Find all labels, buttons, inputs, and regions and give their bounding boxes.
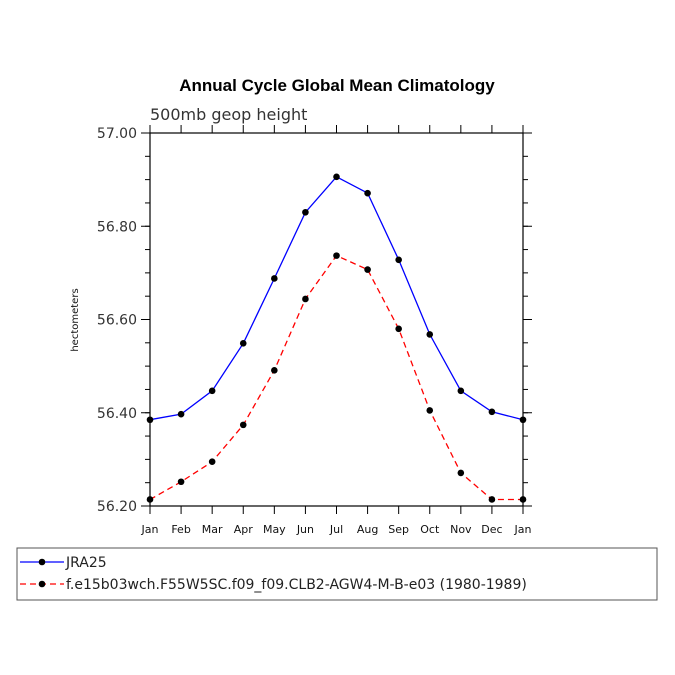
- y-tick-label: 56.20: [97, 499, 137, 515]
- data-point: [239, 421, 247, 429]
- plot-frame: [149, 132, 524, 507]
- data-point: [302, 295, 309, 303]
- x-tick-label: Sep: [388, 523, 409, 536]
- series-layer: [146, 173, 527, 503]
- data-point: [271, 275, 278, 282]
- x-tick-label: Dec: [481, 523, 502, 536]
- data-point: [519, 416, 527, 424]
- legend: JRA25 f.e15b03wch.F55W5SC.f09_f09.CLB2-AG…: [16, 547, 658, 601]
- y-tick-label: 56.60: [97, 313, 137, 329]
- x-tick-label: Feb: [171, 523, 190, 536]
- data-point: [146, 416, 154, 424]
- x-tick-label: Apr: [234, 523, 254, 536]
- data-point: [426, 407, 434, 414]
- chart-subtitle: 500mb geop height: [150, 105, 307, 124]
- x-tick-label: Jun: [296, 523, 314, 536]
- legend-label: f.e15b03wch.F55W5SC.f09_f09.CLB2-AGW4-M-…: [66, 577, 527, 593]
- x-tick-label: May: [263, 523, 286, 536]
- x-tick-label: Nov: [450, 523, 472, 536]
- series-line: [149, 175, 524, 421]
- data-point: [364, 189, 371, 197]
- y-tick-label: 56.80: [97, 219, 137, 235]
- series-1: [146, 173, 527, 424]
- legend-entry-1: JRA25: [20, 555, 107, 571]
- data-point: [177, 410, 185, 418]
- legend-frame: [16, 547, 658, 601]
- legend-marker: [38, 558, 46, 566]
- legend-entry-2: f.e15b03wch.F55W5SC.f09_f09.CLB2-AGW4-M-…: [20, 577, 527, 593]
- y-axis-label: hectometers: [70, 288, 81, 351]
- data-point: [457, 387, 465, 395]
- data-point: [488, 408, 496, 416]
- x-tick-labels: Jan Feb Mar Apr May Jun Jul Aug Sep Oct Nov Dec Jan: [141, 523, 532, 536]
- data-point: [519, 496, 527, 503]
- y-tick-label: 56.40: [97, 406, 137, 422]
- data-point: [395, 325, 402, 333]
- legend-marker: [38, 580, 46, 588]
- y-tick-label: 57.00: [97, 126, 137, 142]
- legend-items: JRA25 f.e15b03wch.F55W5SC.f09_f09.CLB2-AG…: [20, 555, 527, 593]
- data-point: [239, 339, 247, 347]
- data-point: [364, 266, 371, 273]
- data-point: [488, 496, 496, 503]
- y-tick-labels: 56.20 56.40 56.60 56.80 57.00: [97, 126, 137, 515]
- data-point: [177, 478, 185, 486]
- data-point: [271, 367, 278, 374]
- data-point: [426, 331, 434, 338]
- data-point: [146, 496, 154, 503]
- x-tick-label: Mar: [202, 523, 223, 536]
- data-point: [333, 173, 340, 181]
- data-point: [208, 458, 216, 466]
- x-tick-label: Oct: [420, 523, 440, 536]
- series-2: [146, 252, 527, 503]
- x-tick-label: Jan: [141, 523, 159, 536]
- data-point: [395, 256, 402, 264]
- axis-ticks: [141, 125, 532, 514]
- x-tick-label: Jan: [514, 523, 532, 536]
- legend-label: JRA25: [65, 555, 107, 571]
- chart-title: Annual Cycle Global Mean Climatology: [179, 76, 495, 95]
- x-tick-label: Jul: [329, 523, 343, 536]
- data-point: [208, 387, 216, 395]
- data-point: [457, 469, 465, 477]
- x-tick-label: Aug: [357, 523, 378, 536]
- series-line: [149, 254, 523, 501]
- data-point: [302, 208, 309, 216]
- data-point: [333, 252, 340, 259]
